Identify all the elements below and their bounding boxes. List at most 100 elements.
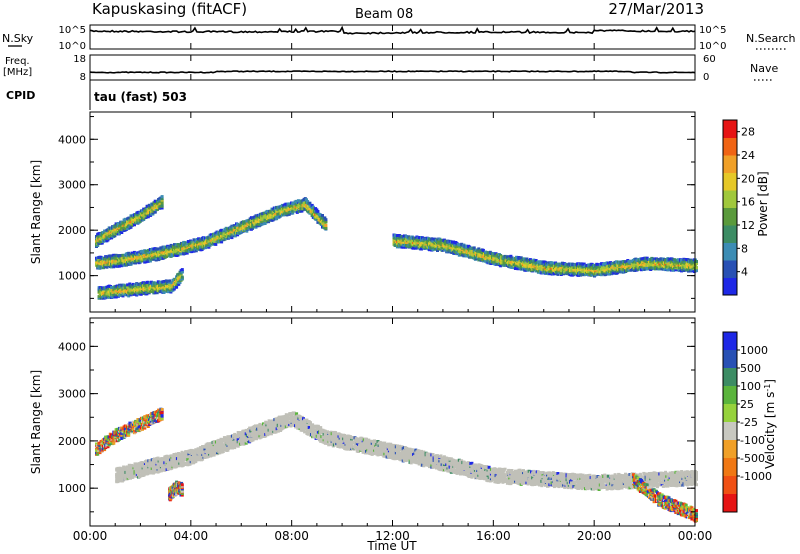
cell bbox=[236, 222, 240, 226]
cell bbox=[481, 251, 485, 255]
band-velocity-0 bbox=[115, 411, 698, 491]
cell bbox=[146, 215, 150, 219]
freq-right-tick-top: 60 bbox=[703, 54, 716, 65]
cell bbox=[324, 226, 328, 230]
cell bbox=[324, 218, 328, 222]
cell bbox=[208, 242, 212, 246]
cell bbox=[228, 235, 232, 239]
cell bbox=[695, 266, 698, 270]
cell bbox=[577, 268, 580, 272]
cell bbox=[674, 268, 678, 272]
cell bbox=[146, 207, 150, 211]
cpid-value: tau (fast) 503 bbox=[94, 90, 187, 104]
cell bbox=[126, 283, 130, 287]
station-title: Kapuskasing (fitACF) bbox=[92, 0, 247, 18]
cell bbox=[304, 198, 308, 202]
band-power-0 bbox=[95, 197, 328, 270]
cell bbox=[159, 464, 163, 467]
cell bbox=[640, 268, 643, 272]
cell bbox=[472, 246, 476, 250]
cell bbox=[271, 215, 275, 219]
cell bbox=[556, 272, 560, 276]
cell bbox=[133, 223, 136, 227]
cell bbox=[148, 259, 152, 263]
noise-right-tick-top: 10^5 bbox=[699, 25, 726, 36]
cell bbox=[499, 264, 503, 268]
cell bbox=[120, 231, 124, 234]
cell bbox=[186, 458, 190, 462]
cell bbox=[136, 213, 140, 217]
cell bbox=[194, 249, 198, 253]
cell bbox=[178, 281, 182, 284]
cell bbox=[141, 209, 144, 213]
cell bbox=[112, 253, 116, 257]
cell bbox=[308, 201, 312, 205]
cell bbox=[528, 258, 532, 262]
cell bbox=[163, 289, 167, 293]
cell bbox=[420, 247, 423, 251]
cell bbox=[287, 212, 291, 216]
cell bbox=[324, 219, 328, 223]
cell bbox=[130, 251, 134, 255]
cell bbox=[695, 262, 698, 266]
cell bbox=[194, 448, 198, 452]
cell bbox=[117, 473, 121, 477]
cell bbox=[691, 260, 695, 264]
cell bbox=[463, 252, 467, 256]
cell bbox=[222, 234, 226, 237]
cpid-label: CPID bbox=[6, 89, 35, 102]
cell bbox=[233, 234, 237, 238]
cell bbox=[595, 262, 599, 266]
cell bbox=[265, 209, 269, 213]
cell bbox=[146, 280, 150, 284]
cell bbox=[125, 468, 129, 472]
power-ytick-label: 2000 bbox=[58, 224, 86, 237]
noise-panel: N.Sky 10^5 10^0 10^5 10^0 N.Search bbox=[2, 24, 796, 52]
cell bbox=[323, 216, 327, 220]
cell bbox=[316, 220, 320, 224]
cell bbox=[177, 282, 181, 286]
cell bbox=[477, 258, 481, 262]
cell bbox=[310, 203, 314, 207]
cell bbox=[113, 224, 117, 228]
cell bbox=[557, 271, 561, 274]
freq-left-tick-top: 18 bbox=[73, 54, 86, 65]
cell bbox=[140, 259, 144, 263]
cell bbox=[142, 207, 146, 211]
cell bbox=[190, 250, 194, 254]
cell bbox=[321, 216, 324, 220]
freq-label-line2: [MHz] bbox=[3, 67, 32, 78]
cell bbox=[306, 200, 310, 204]
cell bbox=[172, 287, 176, 291]
band-power-1 bbox=[95, 195, 164, 248]
cell bbox=[291, 211, 295, 215]
cell bbox=[255, 220, 259, 224]
cell bbox=[316, 210, 320, 213]
cell bbox=[232, 224, 236, 228]
band-power-3 bbox=[392, 233, 698, 278]
cell bbox=[695, 260, 698, 263]
cell bbox=[141, 211, 144, 215]
cell bbox=[144, 249, 148, 253]
cell bbox=[324, 224, 328, 227]
cell bbox=[131, 473, 135, 476]
cell bbox=[214, 242, 218, 246]
cell bbox=[570, 272, 574, 275]
cell bbox=[472, 249, 476, 253]
cell bbox=[279, 211, 283, 215]
cell bbox=[154, 258, 158, 262]
freq-left-tick-bottom: 8 bbox=[80, 72, 86, 83]
cell bbox=[548, 272, 552, 276]
cell bbox=[116, 230, 120, 234]
power-ytick-label: 4000 bbox=[58, 133, 86, 146]
cell bbox=[582, 262, 586, 266]
cell bbox=[695, 268, 698, 272]
cell bbox=[131, 282, 135, 286]
cell bbox=[170, 454, 174, 458]
cell bbox=[153, 460, 156, 464]
cell bbox=[287, 202, 291, 206]
cell bbox=[159, 469, 163, 473]
cell bbox=[650, 266, 654, 270]
cell bbox=[105, 265, 109, 269]
